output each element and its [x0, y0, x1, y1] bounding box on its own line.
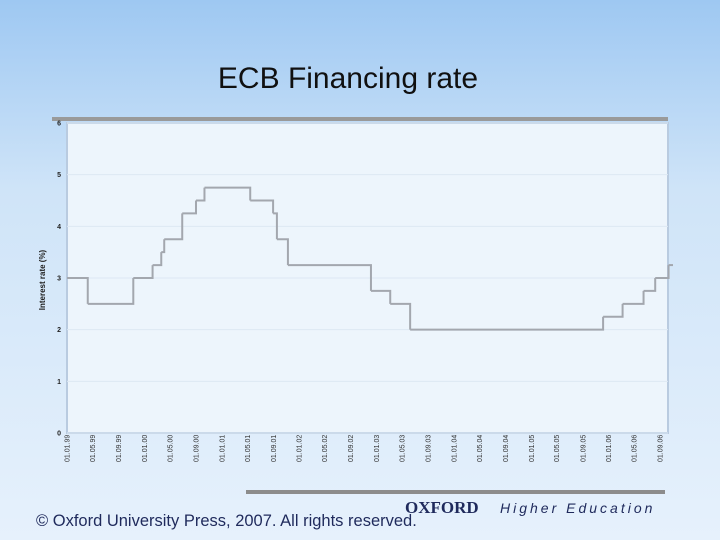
- x-tick-label: 01.05.06: [632, 435, 639, 462]
- step-segment: [182, 200, 197, 215]
- y-tick-label: 5: [57, 172, 61, 179]
- step-segment: [133, 265, 154, 279]
- step-segment: [195, 187, 206, 202]
- y-tick-label: 0: [57, 431, 61, 438]
- step-segment: [67, 277, 89, 304]
- x-tick-label: 01.01.02: [297, 435, 304, 462]
- step-segment: [622, 290, 645, 305]
- y-tick-label: 3: [57, 276, 61, 283]
- step-segment: [410, 316, 605, 331]
- x-tick-label: 01.09.04: [503, 435, 510, 462]
- x-tick-label: 01.01.04: [451, 435, 458, 462]
- step-segment: [287, 264, 372, 291]
- x-tick-label: 01.09.02: [348, 435, 355, 462]
- step-segment: [603, 303, 624, 318]
- step-segment: [164, 213, 184, 241]
- x-tick-label: 01.01.06: [606, 435, 613, 462]
- copyright: © Oxford University Press, 2007. All rig…: [36, 512, 417, 530]
- x-tick-label: 01.01.00: [142, 435, 149, 462]
- step-segment: [390, 302, 412, 330]
- x-tick-label: 01.09.03: [425, 435, 432, 462]
- step-segment: [276, 238, 289, 266]
- x-tick-label: 01.05.03: [399, 435, 406, 462]
- x-tick-label: 01.05.02: [322, 435, 329, 462]
- x-tick-label: 01.01.99: [65, 435, 72, 462]
- x-tick-label: 01.09.05: [580, 435, 587, 462]
- x-tick-label: 01.09.01: [271, 435, 278, 462]
- x-tick-label: 01.09.06: [658, 435, 665, 462]
- step-segment: [87, 278, 135, 305]
- step-segment: [204, 186, 252, 201]
- top-bar: [52, 117, 668, 121]
- brand: OXFORD: [405, 498, 479, 517]
- plot: 0 1 2 3 4 5 6 01.01.99 01.05.99 01.09.99 01.01.00 0…: [57, 121, 673, 462]
- step-segment: [643, 278, 657, 292]
- step-segment: [152, 252, 163, 267]
- x-tick-label: 01.09.99: [116, 435, 123, 462]
- brand-sub: Higher Education: [500, 500, 655, 516]
- step-segment: [655, 265, 670, 279]
- x-tick-label: 01.01.05: [529, 435, 536, 462]
- x-tick-label: 01.05.01: [245, 435, 252, 462]
- step-segment: [370, 289, 392, 304]
- x-tick-label: 01.05.99: [90, 435, 97, 462]
- x-tick-label: 01.05.04: [477, 435, 484, 462]
- y-axis-label: Interest rate (%): [38, 249, 47, 310]
- y-tick-label: 1: [57, 379, 61, 386]
- y-tick-label: 6: [57, 121, 61, 128]
- step-segment: [273, 212, 278, 240]
- x-tick-label: 01.01.01: [219, 435, 226, 462]
- step-segment: [161, 239, 166, 254]
- footer-bar: [246, 490, 665, 494]
- y-tick-label: 4: [57, 224, 61, 231]
- x-tick-label: 01.09.00: [193, 435, 200, 462]
- x-tick-label: 01.05.00: [167, 435, 174, 462]
- slide-title: ECB Financing rate: [218, 62, 478, 95]
- y-tick-label: 2: [57, 327, 61, 334]
- x-tick-label: 01.01.03: [374, 435, 381, 462]
- step-segment: [250, 199, 275, 214]
- x-tick-label: 01.05.05: [554, 435, 561, 462]
